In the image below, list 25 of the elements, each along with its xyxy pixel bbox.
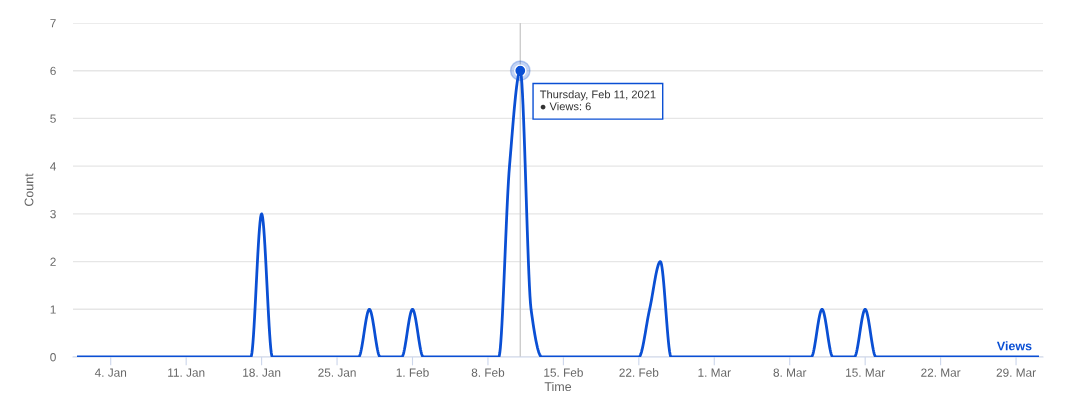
x-tick-label: 8. Feb (471, 368, 505, 377)
x-tick-label: 1. Mar (698, 368, 731, 377)
x-tick-label: 1. Feb (396, 368, 429, 377)
y-tick-label: 3 (50, 209, 56, 219)
y-tick-label: 1 (50, 305, 56, 314)
annotation: Thursday, Feb 11, 2021 ● Views: 6 (539, 90, 656, 111)
x-tick-label: 22. Feb (619, 368, 659, 377)
series-label: Views (996, 341, 1032, 351)
y-tick-label: 5 (50, 114, 56, 123)
x-tick-label: 15. Feb (544, 368, 583, 377)
x-tick-label: 4. Jan (94, 368, 127, 377)
x-tick-label: 22. Mar (921, 368, 961, 377)
y-tick-label: 7 (50, 19, 56, 28)
y-tick-label: 0 (50, 353, 56, 362)
y-tick-label: 2 (50, 257, 56, 266)
x-tick-label: 11. Jan (168, 368, 205, 377)
y-axis-title: Count (24, 173, 34, 207)
x-tick-label: 29. Mar (996, 368, 1036, 377)
y-tick-label: 4 (50, 162, 56, 171)
x-axis-title: Time (544, 381, 572, 392)
y-tick-label: 6 (50, 66, 56, 76)
x-tick-label: 18. Jan (243, 368, 281, 377)
x-tick-label: 15. Mar (846, 368, 885, 377)
x-tick-label: 8. Mar (773, 368, 807, 377)
x-tick-label: 25. Jan (318, 368, 356, 377)
